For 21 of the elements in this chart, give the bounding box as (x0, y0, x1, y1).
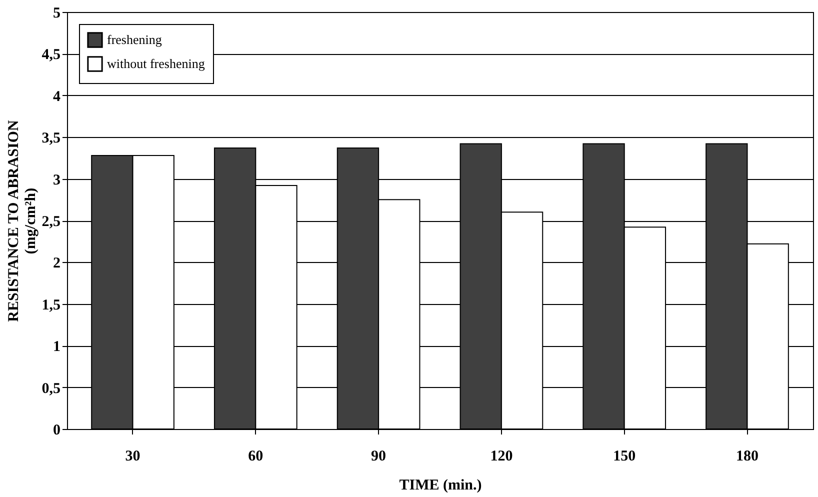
y-tick-label: 0 (53, 422, 60, 438)
x-tick-label: 180 (736, 448, 758, 464)
x-tick-label: 30 (125, 448, 140, 464)
y-tick-label: 4,5 (42, 47, 60, 64)
y-tick-label: 1 (53, 339, 60, 356)
x-tick-label: 60 (248, 448, 264, 464)
y-tick-label: 5 (53, 6, 60, 22)
y-tick-label: 4 (53, 88, 61, 105)
legend-label: without freshening (107, 56, 206, 71)
x-tick-label: 120 (490, 448, 513, 464)
x-tick-label: 150 (613, 448, 636, 464)
y-tick-label: 2,5 (42, 214, 60, 230)
x-axis-title: TIME (min.) (399, 478, 482, 494)
y-tick-label: 0,5 (42, 380, 60, 397)
y-tick-label: 1,5 (42, 297, 60, 314)
y-tick-label: 3,5 (42, 130, 60, 147)
y-tick-label: 2 (53, 256, 60, 272)
x-tick-label: 90 (371, 448, 386, 464)
y-tick-label: 3 (53, 172, 60, 188)
legend-label: freshening (107, 32, 162, 47)
y-axis-title: RESISTANCE TO ABRASION (mg/cm²h) (6, 120, 39, 322)
